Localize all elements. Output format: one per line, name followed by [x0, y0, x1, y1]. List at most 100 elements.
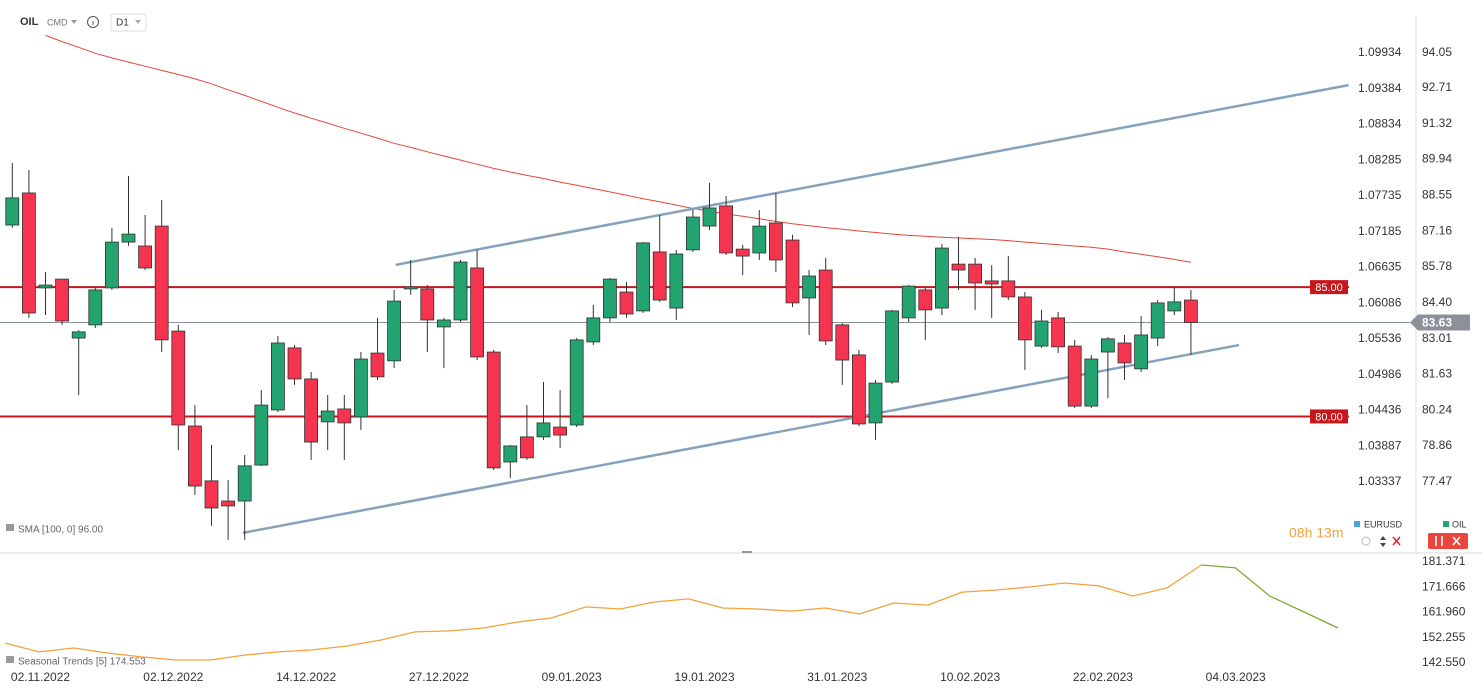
chart-type-icons [1435, 536, 1461, 546]
order-icon[interactable] [1380, 536, 1386, 547]
level-tag [1310, 409, 1348, 424]
y-tick-label: 77.47 [1422, 474, 1452, 488]
candle-body [1001, 280, 1016, 298]
candle-body [55, 278, 69, 322]
candle-body [1018, 296, 1032, 341]
y-tick-label: 87.16 [1422, 223, 1452, 237]
symbol-dropdown[interactable] [71, 20, 77, 24]
candle-body [1167, 301, 1182, 312]
candle-body [121, 233, 136, 243]
legend-swatch [1443, 521, 1449, 527]
x-tick-label: 09.01.2023 [542, 670, 602, 684]
candle-body [619, 291, 634, 315]
level-tag [1310, 280, 1348, 295]
y2-tick-label: 1.03337 [1358, 474, 1402, 488]
candle-body [171, 330, 186, 426]
candle-body [71, 331, 86, 339]
seasonal-label: Seasonal Trends [5] 174.553 [18, 657, 146, 668]
indicator-icon[interactable] [6, 656, 14, 663]
x-tick-label: 02.12.2022 [143, 670, 203, 684]
remove-icon[interactable] [1392, 536, 1401, 546]
candle-body [852, 354, 866, 425]
candle-body [1067, 345, 1082, 407]
candle-body [868, 382, 883, 424]
candle-body [752, 225, 767, 254]
candle-body [486, 351, 501, 469]
candle-body [254, 404, 269, 466]
candle-body [1117, 342, 1132, 364]
y2-tick-label: 1.03887 [1358, 438, 1402, 452]
candle-body [785, 239, 800, 304]
candle-body [951, 263, 966, 271]
y-tick-label: 161.960 [1422, 605, 1466, 619]
y2-tick-label: 1.06086 [1358, 295, 1402, 309]
x-tick-label: 22.02.2023 [1073, 670, 1133, 684]
candle-body [138, 245, 153, 269]
y2-tick-label: 1.04436 [1358, 403, 1402, 417]
candle-body [453, 261, 468, 321]
sma-label: SMA [100, 0] 96.00 [18, 525, 103, 536]
interval-select[interactable] [110, 13, 147, 32]
y2-tick-label: 1.06635 [1358, 260, 1402, 274]
y-tick-label: 84.40 [1422, 295, 1452, 309]
x-tick-label: 27.12.2022 [409, 670, 469, 684]
candle-body [221, 500, 236, 507]
interval: D1 [116, 18, 129, 29]
market: CMD [47, 17, 68, 27]
indicator-icon[interactable] [6, 524, 14, 531]
seasonal-line [4, 564, 1202, 661]
info-icon[interactable] [87, 16, 99, 28]
y-tick-label: 181.371 [1422, 554, 1466, 568]
candle-body [536, 422, 551, 438]
level-label: 85.00 [1315, 282, 1343, 294]
trendline-dash [395, 84, 1349, 266]
candle-body [586, 317, 601, 343]
candle-body [719, 205, 733, 254]
candle-body [105, 241, 119, 289]
x-tick-label: 31.01.2023 [807, 670, 867, 684]
candle-body [1051, 317, 1065, 348]
y-tick-label: 85.78 [1422, 259, 1452, 273]
candle-body [237, 465, 252, 502]
candle-body [569, 339, 584, 426]
level-label: 80.00 [1315, 411, 1343, 423]
candle-body [38, 284, 53, 289]
candle-body [5, 197, 20, 226]
candle-body [270, 342, 285, 411]
legend-swatch [1354, 521, 1360, 527]
y-tick-label: 171.666 [1422, 579, 1466, 593]
x-tick-label: 10.02.2023 [940, 670, 1000, 684]
candle-body [387, 300, 402, 362]
legend-y: OIL [1452, 519, 1467, 529]
y-tick-label: 89.94 [1422, 152, 1452, 166]
y-tick-label: 142.550 [1422, 655, 1466, 669]
countdown: 08h 13m [1289, 525, 1343, 541]
candle-body [154, 225, 169, 341]
candle-body [1101, 338, 1115, 353]
y2-tick-label: 1.07185 [1358, 224, 1402, 238]
candle-body [686, 216, 700, 251]
candle-body [470, 267, 485, 358]
candle-body [1184, 299, 1198, 323]
candle-body [802, 275, 816, 299]
y-tick-label: 91.32 [1422, 116, 1452, 130]
y-tick-label: 80.24 [1422, 402, 1452, 416]
candle-body [320, 410, 335, 423]
candle-body [935, 247, 949, 309]
candle-body [1034, 320, 1049, 347]
candle-body [603, 278, 617, 319]
chart-type-button[interactable] [1428, 533, 1468, 549]
symbol: OIL [20, 16, 39, 28]
candle-body [984, 280, 999, 285]
candle-body [636, 242, 650, 312]
candle-body [735, 248, 750, 257]
legend-y2: EURUSD [1364, 519, 1403, 529]
candle-body [503, 445, 518, 463]
y2-tick-label: 1.05536 [1358, 331, 1402, 345]
candle-body [1150, 302, 1165, 339]
y2-tick-label: 1.07735 [1358, 188, 1402, 202]
candle-body [337, 408, 352, 424]
visibility-icon[interactable] [1361, 536, 1371, 546]
